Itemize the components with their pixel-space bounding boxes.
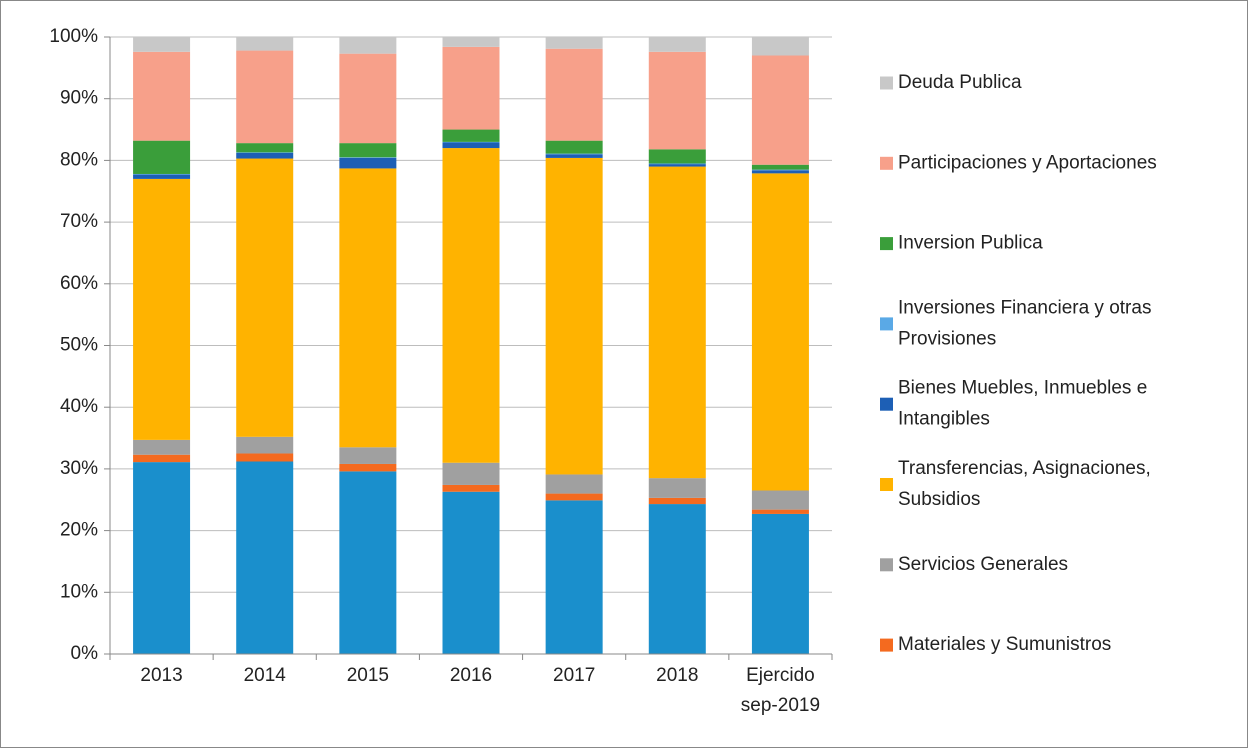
bar-segment — [751, 490, 809, 510]
bar-segment — [236, 37, 294, 51]
legend-label: Inversion Publica — [898, 233, 1043, 254]
bar-segment — [751, 513, 809, 654]
bar-segment — [133, 173, 191, 175]
bar-segment — [545, 500, 603, 654]
x-tick-label: 2018 — [656, 665, 698, 686]
bar-segment — [236, 143, 294, 153]
bar-segment — [442, 129, 500, 142]
bar-segment — [339, 471, 397, 654]
bar-segment — [339, 53, 397, 144]
bar-segment — [751, 55, 809, 165]
bar-segment — [442, 148, 500, 463]
bar-segment — [442, 491, 500, 654]
legend-swatch — [880, 558, 893, 572]
bar-segment — [648, 166, 706, 479]
legend-swatch — [880, 76, 893, 90]
bar-segment — [545, 474, 603, 494]
bar-segment — [236, 453, 294, 462]
bar-segment — [648, 163, 706, 165]
bar-segment — [545, 37, 603, 49]
y-tick-label: 80% — [60, 149, 98, 170]
bar-segment — [339, 157, 397, 169]
bar-segment — [751, 169, 809, 171]
bar-segment — [236, 436, 294, 454]
x-tick-label: 2013 — [140, 665, 182, 686]
bar-segment — [648, 497, 706, 505]
y-tick-label: 100% — [49, 26, 98, 47]
bar-segment — [751, 164, 809, 170]
y-tick-label: 90% — [60, 88, 98, 109]
legend-swatch — [880, 397, 893, 411]
bar-segment — [648, 478, 706, 498]
legend-swatch — [880, 156, 893, 170]
bar-segment — [648, 37, 706, 52]
y-tick-label: 10% — [60, 581, 98, 602]
bar-segment — [545, 48, 603, 141]
legend-label: Materiales y Sumunistros — [898, 634, 1111, 655]
bar-segment — [339, 447, 397, 464]
bar-segment — [133, 140, 191, 174]
legend-swatch — [880, 478, 893, 491]
y-tick-label: 50% — [60, 335, 98, 356]
legend-label: Participaciones y Aportaciones — [898, 152, 1157, 173]
bar-segment — [648, 164, 706, 167]
bar-segment — [751, 36, 809, 56]
bar-segment — [133, 174, 191, 179]
bar-segment — [751, 509, 809, 514]
bar-segment — [236, 50, 294, 144]
bar-segment — [648, 149, 706, 164]
bar-segment — [545, 154, 603, 158]
x-tick-label: 2014 — [244, 665, 287, 686]
legend-label: Bienes Muebles, Inmuebles e Intangibles — [898, 378, 1147, 430]
bar-segment — [236, 152, 294, 159]
legend-swatch — [880, 317, 893, 331]
bar-segment — [133, 462, 191, 654]
bar-segment — [133, 37, 191, 52]
x-tick-label: 2017 — [553, 665, 595, 686]
bar-segment — [133, 178, 191, 440]
bar-segment — [442, 37, 500, 47]
y-tick-label: 20% — [60, 520, 98, 541]
bar-segment — [648, 51, 706, 150]
y-tick-label: 40% — [60, 396, 98, 417]
bar-segment — [339, 157, 397, 158]
legend-label: Deuda Publica — [898, 72, 1022, 93]
legend-swatch — [880, 237, 893, 251]
legend-label: Servicios Generales — [898, 554, 1068, 575]
y-tick-label: 30% — [60, 458, 98, 479]
bar-segment — [339, 463, 397, 472]
bar-segment — [236, 152, 294, 153]
bar-segment — [236, 461, 294, 654]
y-tick-label: 70% — [60, 211, 98, 232]
bar-segment — [339, 37, 397, 54]
y-tick-label: 0% — [71, 643, 99, 664]
bar-segment — [751, 170, 809, 174]
x-tick-label: 2016 — [450, 665, 492, 686]
bar-segment — [442, 484, 500, 492]
bar-segment — [751, 173, 809, 491]
bar-segment — [545, 493, 603, 501]
bar-segment — [133, 454, 191, 463]
bar-segment — [442, 141, 500, 143]
legend-swatch — [880, 638, 893, 652]
bar-segment — [339, 143, 397, 158]
bar-segment — [442, 46, 500, 130]
bar-segment — [648, 504, 706, 654]
bar-segment — [133, 51, 191, 141]
bar-segment — [442, 462, 500, 485]
x-tick-label: 2015 — [347, 665, 389, 686]
bar-segment — [442, 142, 500, 149]
bar-segment — [339, 168, 397, 448]
bar-segment — [545, 140, 603, 154]
bar-segment — [236, 158, 294, 437]
bar-segment — [545, 153, 603, 155]
legend-label: Inversiones Financiera y otras Provisione… — [898, 297, 1151, 349]
x-tick-label: Ejercido sep-2019 — [741, 665, 820, 716]
legend-label: Transferencias, Asignaciones, Subsidios — [898, 458, 1151, 510]
bar-segment — [133, 439, 191, 455]
y-tick-label: 60% — [60, 273, 98, 294]
bar-segment — [545, 157, 603, 475]
